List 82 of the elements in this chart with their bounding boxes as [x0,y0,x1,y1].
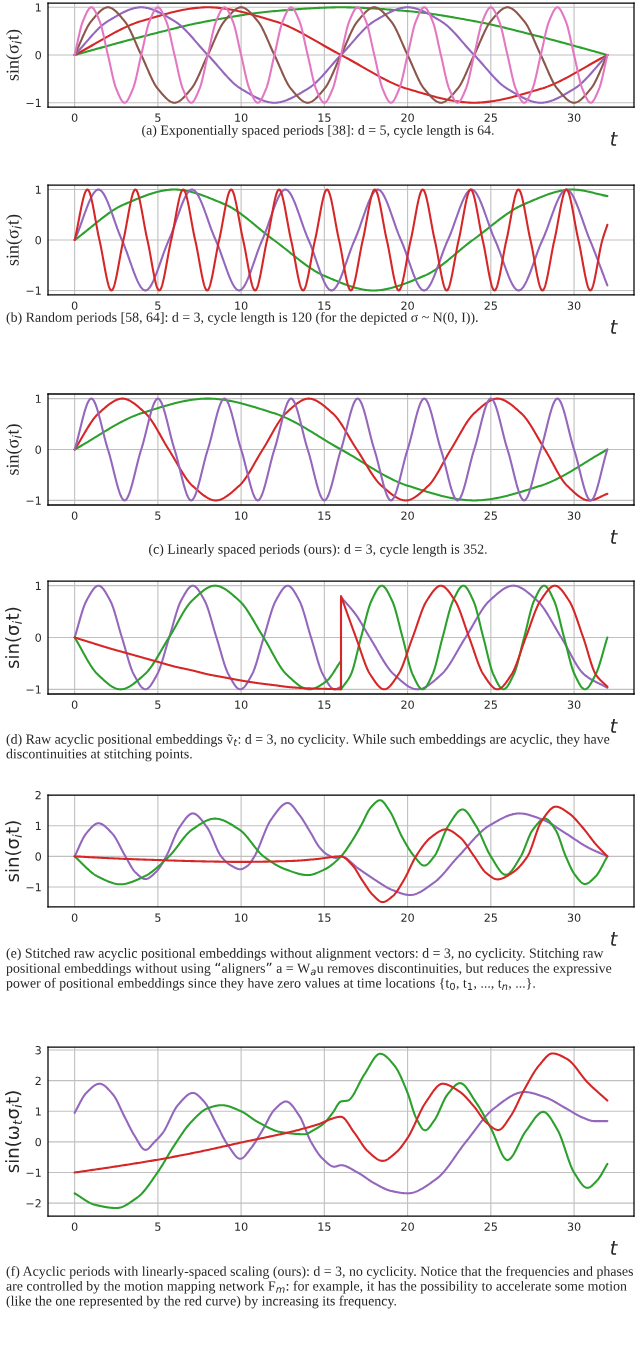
y-tick-label: 0 [35,445,42,454]
x-tick-label: 10 [235,700,248,709]
x-tick-label: 5 [155,113,161,122]
text: (f) Acyclic periods with linearly-spaced scaling (ours): d = 3, no cyclicity. Notice that the frequencies and phases are controlled by the motion mapping network F$_{m}$: for example, it has the possibility to accelerate some motion (like the one represented by the red curve) by increasing its frequency. [6,1266,633,1309]
x-tick-label: 15 [318,1222,331,1231]
x-axis-title: t [610,132,618,146]
x-tick-label: 30 [567,1222,581,1231]
y-tick-label: −1 [26,1168,41,1177]
x-axis-title: t [610,530,618,544]
y-tick-label: 1 [35,1107,41,1116]
y-tick-label: 3 [35,1046,41,1055]
x-tick-label: 20 [401,511,414,520]
y-tick-label: 0 [35,50,42,60]
x-tick-label: 25 [484,1222,497,1231]
y-tick-label: −1 [26,883,41,892]
x-tick-label: 15 [318,511,331,520]
x-tick-label: 0 [71,913,78,922]
y-tick-label: 1 [35,581,41,590]
x-tick-label: 5 [155,511,161,520]
text: (c) Linearly spaced periods (ours): d = 3, cycle length is 352. [149,544,487,557]
y-tick-label: 2 [35,1076,41,1085]
y-axis-title: sin(σ$_{i}$t) [5,29,23,81]
x-tick-label: 5 [155,913,161,922]
y-axis-title: sin(σ$_{i}$t) [5,607,22,668]
y-tick-label: 1 [35,821,41,830]
y-tick-label: −2 [26,1199,41,1208]
x-tick-label: 25 [484,113,497,122]
x-tick-label: 10 [235,1222,248,1231]
x-tick-label: 25 [484,913,497,922]
x-tick-label: 10 [235,913,248,922]
x-tick-label: 0 [71,700,78,709]
y-axis-title: sin(σ$_{i}$t) [5,821,22,882]
y-tick-label: −1 [26,685,41,694]
x-tick-label: 10 [235,301,248,310]
text: (e) Stitched raw acyclic positional embeddings without alignment vectors: d = 3, no cyclicity. Stitching raw positional embeddings without using “aligners” a = W$_{a}$u removes discontinuities, but reduces the expressive power of positional embeddings since they have zero values at time locations {t$_{0}$, t$_{1}$, ..., t$_{n}$, ...}. [6,948,612,991]
y-tick-label: 0 [35,852,42,861]
y-axis-title: sin(ω$_{t}$σ$_{i}$t) [5,1091,22,1173]
x-tick-label: 0 [71,113,78,122]
x-tick-label: 15 [318,301,331,310]
y-axis-title: sin(σ$_{i}$t) [5,214,23,266]
x-tick-label: 5 [155,301,161,310]
x-tick-label: 20 [401,700,414,709]
x-tick-label: 5 [155,1222,161,1231]
x-tick-label: 30 [567,301,581,310]
x-tick-label: 0 [71,511,78,520]
y-tick-label: 1 [35,394,41,403]
x-tick-label: 0 [71,1222,78,1231]
x-tick-label: 30 [567,700,581,709]
y-axis-title: sin(σ$_{i}$t) [5,424,23,475]
x-tick-label: 25 [484,700,497,709]
x-axis-title: t [610,932,618,946]
y-tick-label: 0 [35,1137,42,1147]
x-tick-label: 20 [401,1222,414,1231]
y-tick-label: 1 [35,185,41,194]
x-tick-label: 20 [401,913,414,922]
text: (b) Random periods [58, 64]: d = 3, cycle length is 120 (for the depicted σ ~ N(0, I)). [6,312,478,325]
x-tick-label: 20 [401,301,414,310]
y-tick-label: 0 [35,235,42,245]
text: (a) Exponentially spaced periods [38]: d = 5, cycle length is 64. [142,125,494,138]
x-tick-label: 30 [567,913,581,922]
text: (d) Raw acyclic positional embeddings ṽ$_{t}$: d = 3, no cyclicity. While such embeddings are acyclic, they have discontinuities at stitching points. [6,734,610,762]
y-tick-label: 1 [35,3,41,12]
x-axis-title: t [610,1241,618,1255]
x-tick-label: 30 [567,511,581,520]
x-axis-title: t [610,320,618,334]
y-tick-label: 2 [35,790,41,800]
x-tick-label: 5 [155,700,161,709]
x-tick-label: 10 [235,113,248,122]
x-tick-label: 25 [484,511,497,520]
x-tick-label: 20 [401,113,414,122]
x-tick-label: 15 [318,113,331,122]
x-tick-label: 30 [567,113,581,122]
x-axis-title: t [610,719,618,733]
y-tick-label: 0 [35,633,42,642]
y-tick-label: −1 [26,98,41,107]
y-tick-label: −1 [26,496,41,505]
x-tick-label: 15 [318,700,331,709]
x-tick-label: 15 [318,913,331,922]
x-tick-label: 0 [71,301,78,310]
x-tick-label: 25 [484,301,497,310]
y-tick-label: −1 [26,286,41,295]
x-tick-label: 10 [235,511,248,520]
